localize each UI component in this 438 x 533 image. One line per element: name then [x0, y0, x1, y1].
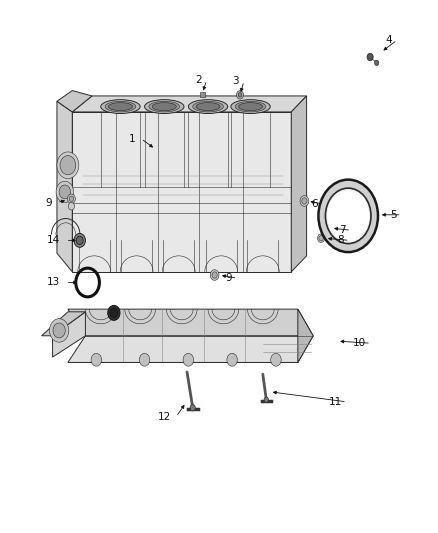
Circle shape [49, 319, 69, 342]
Text: 8: 8 [338, 236, 344, 245]
Polygon shape [200, 92, 205, 97]
Text: 3: 3 [232, 76, 239, 86]
Ellipse shape [108, 102, 132, 110]
Polygon shape [68, 309, 313, 336]
Ellipse shape [145, 100, 184, 114]
Text: 2: 2 [195, 75, 201, 85]
Ellipse shape [105, 101, 136, 112]
Text: 11: 11 [328, 397, 342, 407]
Circle shape [324, 225, 329, 231]
Polygon shape [72, 96, 307, 112]
Circle shape [328, 191, 369, 241]
Text: 12: 12 [158, 412, 171, 422]
Text: 9: 9 [226, 273, 232, 283]
Circle shape [210, 270, 219, 280]
Text: 13: 13 [47, 278, 60, 287]
Circle shape [67, 194, 75, 204]
Polygon shape [42, 312, 85, 336]
Circle shape [238, 93, 242, 97]
Ellipse shape [238, 102, 262, 110]
Circle shape [53, 323, 65, 338]
Circle shape [139, 353, 150, 366]
Circle shape [68, 203, 74, 210]
Circle shape [190, 405, 195, 411]
Circle shape [319, 236, 323, 241]
Circle shape [302, 198, 307, 204]
Circle shape [183, 353, 194, 366]
Ellipse shape [149, 101, 180, 112]
Polygon shape [298, 309, 313, 362]
Ellipse shape [231, 100, 270, 114]
Circle shape [59, 185, 71, 199]
Ellipse shape [235, 101, 266, 112]
Text: 9: 9 [45, 198, 52, 207]
Ellipse shape [101, 100, 140, 114]
Text: 7: 7 [339, 225, 346, 235]
Circle shape [56, 181, 74, 203]
Circle shape [300, 196, 309, 206]
Circle shape [318, 234, 325, 243]
Polygon shape [53, 312, 85, 357]
Circle shape [325, 188, 371, 244]
Polygon shape [68, 336, 313, 362]
Ellipse shape [188, 100, 228, 114]
Circle shape [110, 308, 118, 318]
Circle shape [271, 353, 281, 366]
Circle shape [74, 233, 85, 247]
Polygon shape [291, 96, 307, 272]
Text: 4: 4 [385, 35, 392, 45]
Text: 1: 1 [129, 134, 136, 143]
Text: 10: 10 [353, 338, 366, 348]
Polygon shape [57, 101, 72, 272]
Polygon shape [57, 91, 92, 112]
Circle shape [60, 156, 76, 175]
Circle shape [91, 353, 102, 366]
Circle shape [367, 53, 373, 61]
Circle shape [108, 305, 120, 320]
Circle shape [374, 60, 379, 66]
Circle shape [227, 353, 237, 366]
Circle shape [322, 223, 331, 233]
Text: 5: 5 [390, 210, 396, 220]
Circle shape [76, 236, 83, 245]
Circle shape [264, 397, 268, 402]
Polygon shape [72, 112, 291, 272]
Circle shape [69, 196, 74, 201]
Text: 14: 14 [47, 236, 60, 245]
Ellipse shape [196, 102, 220, 110]
Circle shape [318, 180, 378, 252]
Ellipse shape [152, 102, 176, 110]
Circle shape [57, 152, 79, 179]
Text: 6: 6 [311, 199, 318, 209]
Ellipse shape [193, 101, 223, 112]
Circle shape [237, 91, 244, 99]
Circle shape [212, 272, 217, 278]
